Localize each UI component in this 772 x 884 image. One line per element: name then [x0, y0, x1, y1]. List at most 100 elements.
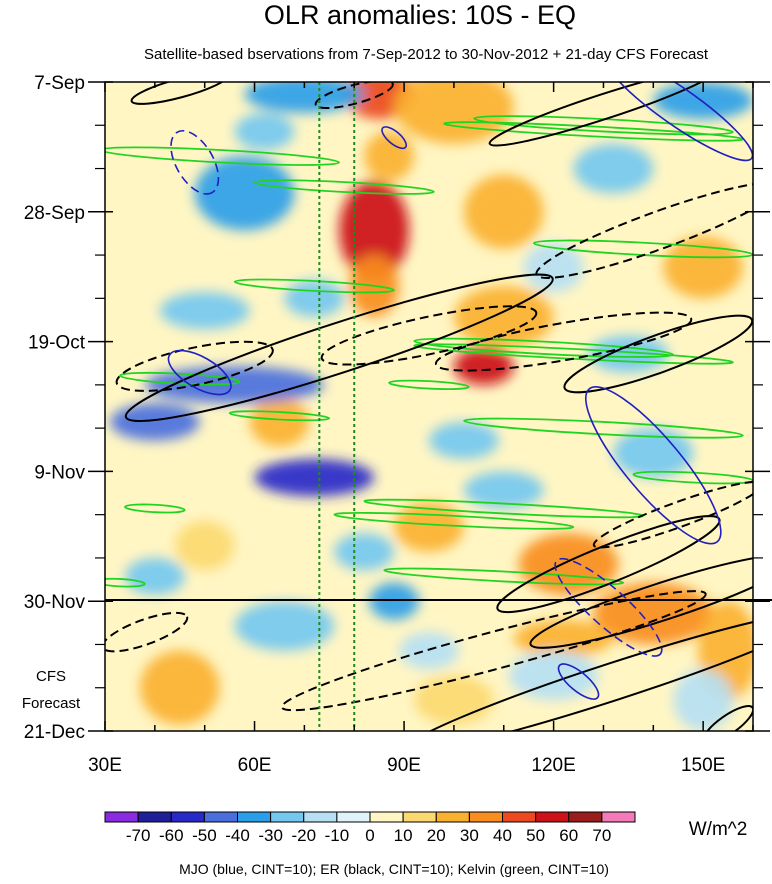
- mjo-contour: [584, 385, 722, 545]
- anomaly-blob: [518, 533, 619, 596]
- colorbar-swatch: [502, 811, 537, 823]
- anomaly-blob: [463, 174, 544, 249]
- anomaly-blob: [453, 347, 514, 385]
- colorbar-tick-label: -10: [325, 826, 350, 845]
- anomaly-blob: [234, 112, 295, 150]
- kelvin-contour: [233, 278, 395, 294]
- x-tick-label: 150E: [681, 755, 725, 776]
- colorbar-tick-label: 60: [559, 826, 578, 845]
- y-tick-label: 9-Nov: [34, 462, 85, 483]
- chart-title: OLR anomalies: 10S - EQ: [264, 0, 576, 30]
- anomaly-blob: [109, 403, 200, 441]
- kelvin-contour: [383, 567, 625, 586]
- anomaly-blob: [523, 242, 584, 293]
- anomaly-blob: [339, 180, 410, 280]
- colorbar-swatch: [270, 811, 305, 823]
- y-tick-label: 21-Dec: [24, 722, 85, 743]
- mjo-contour: [167, 349, 232, 396]
- colorbar: -70 -60 -50 -40 -30 -20 -10 0 10 20 30 40 50 60 70: [104, 811, 636, 845]
- plot-area: [105, 82, 753, 731]
- colorbar-swatch: [468, 811, 503, 823]
- x-tick-label: 120E: [531, 755, 575, 776]
- x-tick-label: 30E: [88, 755, 122, 776]
- colorbar-swatch: [369, 811, 404, 823]
- colorbar-tick-label: 0: [365, 826, 374, 845]
- kelvin-contour: [463, 417, 744, 439]
- kelvin-contour: [119, 371, 241, 386]
- anomaly-blob: [244, 82, 365, 113]
- colorbar-swatch: [303, 811, 338, 823]
- anomaly-blob: [573, 143, 654, 194]
- kelvin-contour: [388, 379, 470, 391]
- units-label: W/m^2: [689, 819, 748, 840]
- colorbar-swatch: [435, 811, 470, 823]
- forecast-label-line1: CFS: [36, 668, 66, 685]
- kelvin-contour: [443, 121, 744, 142]
- colorbar-swatch: [170, 811, 205, 823]
- er-contour: [488, 82, 719, 147]
- kelvin-contour: [333, 511, 575, 530]
- colorbar-tick-label: -30: [258, 826, 283, 845]
- er-contour: [434, 311, 693, 372]
- er-contour: [314, 82, 394, 110]
- anomaly-blob: [144, 366, 325, 404]
- anomaly-blob: [429, 421, 499, 460]
- colorbar-tick-label: -70: [126, 826, 151, 845]
- colorbar-swatch: [402, 811, 437, 823]
- colorbar-tick-label: 40: [493, 826, 512, 845]
- anomaly-blob: [508, 650, 599, 701]
- chart-subtitle: Satellite-based bservations from 7-Sep-2…: [144, 46, 709, 63]
- colorbar-swatch: [203, 811, 238, 823]
- er-contour: [280, 590, 707, 712]
- anomaly-blob: [453, 285, 554, 348]
- x-tick-label: 90E: [387, 755, 421, 776]
- colorbar-swatch: [568, 811, 603, 823]
- forecast-label-line2: Forecast: [22, 695, 81, 712]
- kelvin-contour: [228, 410, 331, 422]
- er-contour: [105, 611, 189, 653]
- er-contour: [592, 480, 753, 549]
- colorbar-tick-label: 70: [592, 826, 611, 845]
- colorbar-swatch: [601, 811, 636, 823]
- mjo-contour: [557, 663, 600, 700]
- er-contour: [403, 610, 753, 731]
- mjo-contour: [554, 557, 663, 657]
- mjo-contour: [381, 126, 408, 150]
- anomaly-blob: [613, 428, 694, 478]
- contour-legend: MJO (blue, CINT=10); ER (black, CINT=10)…: [179, 861, 609, 877]
- er-contour: [535, 181, 753, 279]
- y-tick-label: 30-Nov: [24, 592, 86, 613]
- y-tick-label: 28-Sep: [24, 203, 85, 224]
- er-contour: [529, 553, 753, 649]
- colorbar-tick-label: -50: [192, 826, 217, 845]
- anomaly-blob: [394, 82, 514, 144]
- axes: 30E 60E 90E 120E 150E 7-Sep 28-Sep 19-Oct 9-Nov 3…: [24, 73, 770, 776]
- colorbar-tick-label: 10: [394, 826, 413, 845]
- anomaly-blob: [194, 156, 295, 231]
- anomaly-blob: [139, 650, 220, 725]
- y-tick-label: 7-Sep: [34, 73, 85, 94]
- colorbar-swatch: [104, 811, 139, 823]
- kelvin-contour: [124, 503, 186, 514]
- plot-frame: [104, 81, 754, 732]
- kelvin-contour: [253, 179, 435, 195]
- mjo-contour: [603, 82, 753, 162]
- kelvin-contour: [105, 146, 341, 166]
- er-contour: [115, 340, 274, 392]
- colorbar-tick-label: 30: [460, 826, 479, 845]
- anomaly-blob: [593, 582, 714, 645]
- contour-layer: [105, 82, 753, 731]
- anomaly-blob: [364, 131, 415, 181]
- colorbar-tick-label: 20: [427, 826, 446, 845]
- anomaly-blob: [588, 335, 669, 373]
- anomaly-blob: [254, 459, 375, 497]
- colorbar-swatch: [336, 811, 371, 823]
- colorbar-tick-label: 50: [526, 826, 545, 845]
- er-contour: [320, 305, 538, 366]
- mjo-contour: [170, 129, 220, 195]
- anomaly-field: [109, 82, 753, 731]
- anomaly-blob: [284, 279, 345, 317]
- anomaly-blob: [414, 675, 494, 725]
